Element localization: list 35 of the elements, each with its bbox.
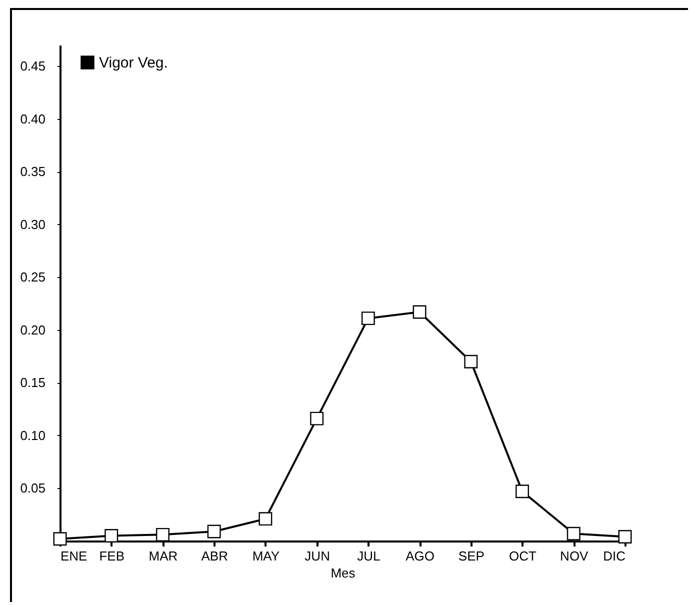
x-tick-label: JUN [304, 548, 330, 564]
point [618, 530, 632, 544]
x-tick-label: NOV [560, 548, 589, 564]
point [104, 529, 118, 542]
x-tick-label: MAR [148, 548, 178, 564]
point [156, 528, 170, 542]
point [361, 312, 375, 326]
point [207, 524, 221, 538]
x-tick-label: JUL [357, 548, 380, 564]
legend-label: Vigor Veg. [99, 54, 168, 72]
y-tick-label: 0.20 [20, 322, 46, 338]
y-tick-label: 0.35 [20, 164, 46, 180]
point [566, 526, 580, 540]
y-tick-label: 0.40 [20, 111, 46, 126]
x-tick-label: ABR [201, 548, 228, 564]
x-tick-label: FEB [99, 548, 125, 564]
point [310, 412, 324, 426]
point [412, 305, 426, 319]
x-tick-label: AGO [406, 548, 434, 564]
y-tick-label: 0.05 [20, 480, 46, 496]
x-tick-label: ENE [60, 548, 88, 564]
y-tick-label: 0.15 [20, 375, 46, 390]
x-tick-label: MAY [252, 548, 280, 564]
y-tick-label: 0.10 [20, 428, 46, 443]
point [53, 532, 67, 546]
x-tick-label: SEP [458, 548, 484, 564]
x-tick-label: OCT [509, 548, 537, 564]
x-tick-label: DIC [603, 548, 626, 564]
y-tick-label: 0.30 [20, 216, 46, 232]
point [258, 512, 272, 526]
point [516, 484, 529, 498]
point [464, 354, 478, 368]
x-axis-title: Mes [330, 566, 356, 580]
y-tick-label: 0.45 [20, 58, 46, 74]
y-tick-label: 0.25 [20, 270, 46, 285]
